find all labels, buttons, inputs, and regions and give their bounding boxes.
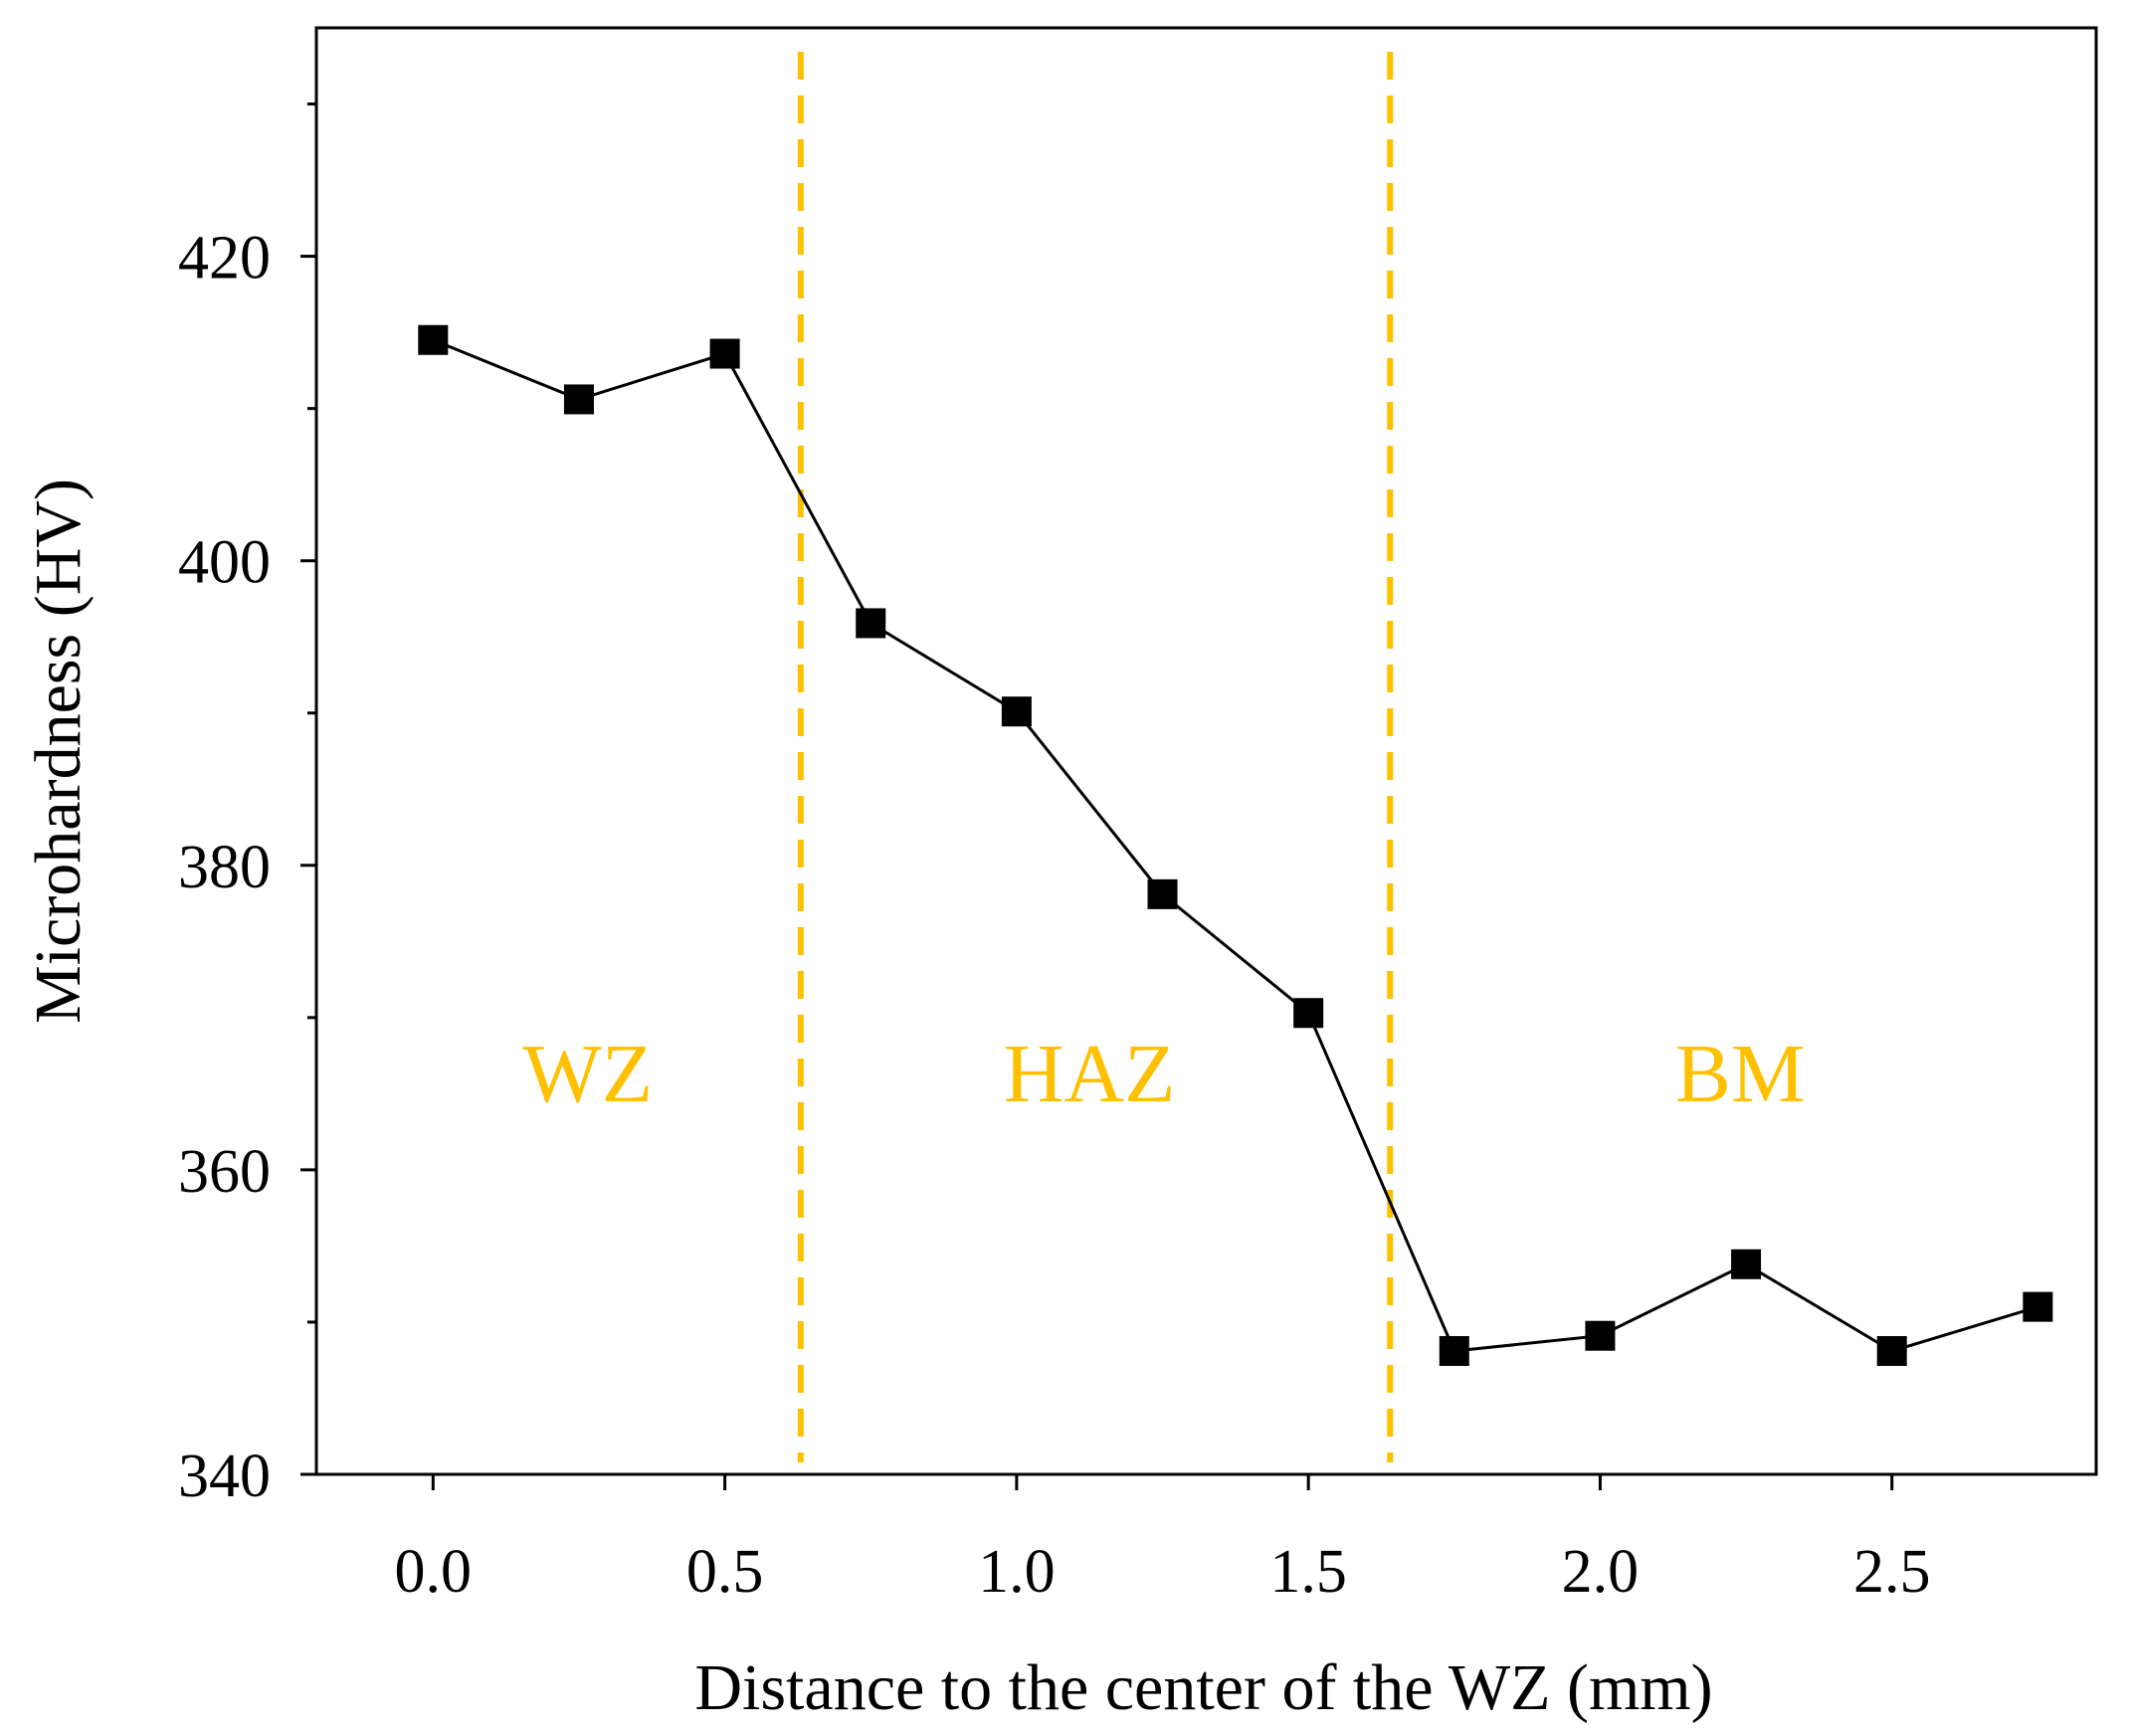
data-point-marker (1293, 998, 1324, 1029)
x-axis-ticks: 0.0 0.5 1.0 1.5 2.0 2.5 (395, 1474, 1931, 1606)
data-point-marker (1001, 696, 1032, 727)
data-point-marker (563, 384, 594, 415)
data-point-marker (418, 324, 449, 355)
data-point-marker (1585, 1320, 1616, 1351)
data-point-marker (1147, 878, 1178, 909)
plot-frame (314, 26, 2098, 1476)
y-tick-label: 420 (178, 225, 271, 292)
x-tick-label: 1.5 (1269, 1538, 1347, 1606)
x-tick-label: 1.0 (978, 1538, 1056, 1606)
x-tick-label: 2.5 (1853, 1538, 1931, 1606)
x-tick-label: 2.0 (1562, 1538, 1640, 1606)
data-point-marker (1731, 1249, 1762, 1279)
data-point-marker (2023, 1291, 2053, 1322)
region-label: WZ (522, 1028, 653, 1120)
series-line-layer (432, 338, 2038, 1353)
series-marker-layer (418, 324, 2053, 1367)
series-line (432, 338, 2038, 1353)
y-tick-label: 340 (178, 1443, 271, 1510)
x-tick-label: 0.0 (395, 1538, 473, 1606)
data-point-marker (1439, 1336, 1469, 1367)
y-axis-title: Microhardness (HV) (22, 479, 95, 1024)
zone-boundary-lines (797, 52, 1394, 1462)
y-tick-label: 400 (178, 529, 271, 597)
region-label-layer: WZ HAZ BM (522, 1028, 1805, 1120)
x-tick-label: 0.5 (686, 1538, 764, 1606)
y-tick-label: 380 (178, 834, 271, 901)
data-point-marker (709, 338, 740, 369)
region-label: HAZ (1004, 1028, 1176, 1120)
x-axis-title: Distance to the center of the WZ (mm) (694, 1651, 1712, 1724)
y-axis-ticks: 340 360 380 400 420 (178, 102, 316, 1510)
data-point-marker (856, 608, 886, 639)
data-point-marker (1876, 1336, 1907, 1367)
region-label: BM (1675, 1028, 1806, 1120)
y-tick-label: 360 (178, 1138, 271, 1206)
